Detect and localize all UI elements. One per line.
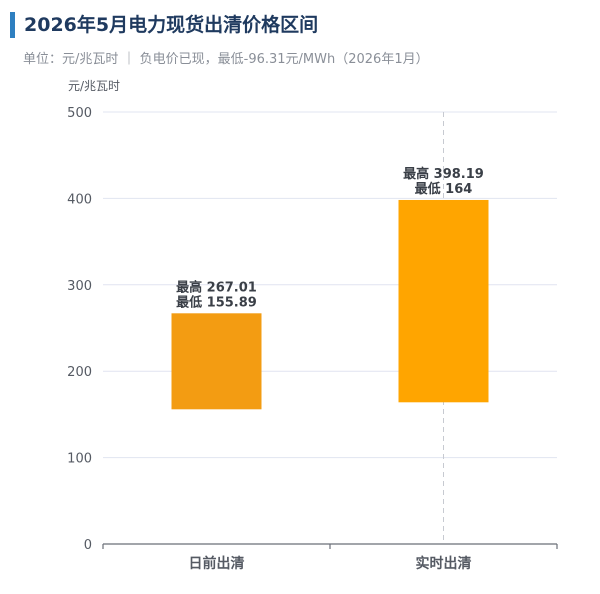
data-label-high: 最高 398.19 [403, 166, 484, 182]
range-bar [398, 199, 489, 403]
title-accent-bar [10, 12, 15, 38]
x-tick-label: 日前出清 [189, 555, 245, 572]
y-tick-label: 500 [67, 106, 92, 121]
y-tick-label: 0 [84, 538, 92, 553]
chart-title: 2026年5月电力现货出清价格区间 [24, 14, 319, 36]
y-tick-label: 200 [67, 365, 92, 380]
data-label-low: 最低 164 [415, 181, 473, 197]
data-label-high: 最高 267.01 [176, 279, 257, 295]
y-tick-label: 400 [67, 192, 92, 207]
chart-subtitle: 单位：元/兆瓦时 ｜ 负电价已现，最低-96.31元/MWh（2026年1月） [23, 52, 429, 67]
data-label-low: 最低 155.89 [176, 294, 257, 310]
y-tick-label: 300 [67, 279, 92, 294]
x-tick-label: 实时出清 [416, 555, 472, 572]
y-tick-label: 100 [67, 452, 92, 467]
range-bar [171, 313, 262, 410]
y-axis-label: 元/兆瓦时 [68, 79, 120, 93]
